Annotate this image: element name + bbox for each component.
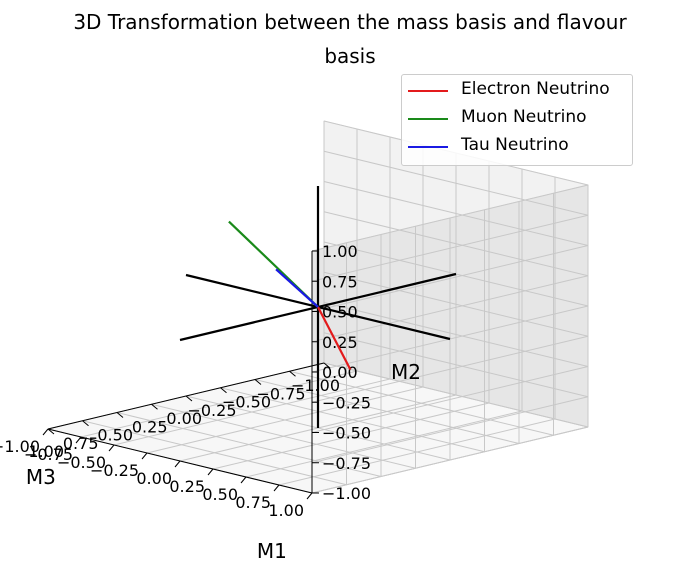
tick-label-m3-1: −0.75 [256, 384, 305, 403]
tick-m3-3 [220, 387, 227, 394]
series-lines [228, 220, 352, 371]
grid-line-left-z-6 [323, 181, 589, 246]
tick-label-m1-7: 0.75 [235, 493, 271, 512]
tick-label-m1-1: −0.75 [24, 445, 73, 464]
legend-entry-muon: Muon Neutrino [402, 105, 632, 133]
tick-m1-0 [42, 428, 49, 436]
axis-labels: M1 M3 M2 [26, 360, 421, 563]
tick-label-m1-5: 0.25 [169, 477, 205, 496]
grid-line-floor-x-6 [245, 410, 523, 478]
tick-label-m2-4: 0.00 [322, 363, 358, 382]
legend-swatch-tau [408, 146, 448, 148]
tick-m3-5 [151, 403, 158, 410]
tick-m1-5 [207, 468, 214, 476]
legend-entry-electron: Electron Neutrino [402, 77, 632, 105]
grid-line-right-z-7 [311, 214, 589, 282]
legend: Electron Neutrino Muon Neutrino Tau Neut… [401, 74, 633, 166]
tick-label-m3-7: 0.75 [63, 434, 99, 453]
grid-line-right-z-6 [311, 245, 589, 312]
grid-line-floor-x-5 [212, 402, 490, 470]
tick-label-m1-3: −0.25 [90, 461, 139, 480]
tick-label-m3-0: −1.00 [291, 376, 340, 395]
grid-line-floor-x-8 [311, 426, 589, 494]
tick-label-m2-2: −0.50 [322, 424, 371, 443]
tick-m3-6 [116, 412, 124, 418]
grid-line-floor-y-7 [82, 420, 347, 486]
tick-m3-7 [82, 420, 89, 427]
grid-line-left-z-5 [323, 211, 589, 277]
legend-label-muon: Muon Neutrino [461, 107, 587, 127]
grid-line-right-z-8 [311, 184, 589, 252]
tick-m1-8 [306, 492, 313, 500]
tick-label-m2-8: 1.00 [322, 242, 358, 261]
axis-ticks [42, 250, 331, 500]
tick-label-m3-5: 0.25 [132, 417, 168, 436]
legend-swatch-muon [408, 118, 448, 120]
tick-m3-8 [47, 428, 55, 435]
tick-m1-7 [273, 484, 280, 492]
tick-label-m3-4: 0.00 [166, 409, 202, 428]
tick-label-m2-3: −0.25 [322, 393, 371, 412]
tick-label-m1-8: 1.00 [268, 501, 304, 520]
tick-m1-3 [141, 452, 148, 460]
series-line-electron-neutrino [317, 306, 352, 371]
chart-title-line-1: 3D Transformation between the mass basis… [73, 10, 627, 34]
tick-label-m1-6: 0.50 [202, 485, 238, 504]
tick-label-m2-1: −0.75 [322, 454, 371, 473]
grid-line-floor-x-7 [278, 418, 556, 486]
axis-label-m3: M3 [26, 465, 56, 489]
legend-label-tau: Tau Neutrino [461, 135, 569, 155]
tick-m1-4 [174, 460, 181, 468]
grid-line-floor-y-6 [116, 412, 382, 477]
tick-label-m1-2: −0.50 [57, 453, 106, 472]
tick-label-m2-0: −1.00 [322, 484, 371, 503]
tick-m3-1 [289, 370, 296, 377]
tick-label-m1-0: −1.00 [0, 437, 40, 456]
tick-m3-4 [185, 395, 193, 402]
tick-label-m3-6: 0.50 [97, 426, 133, 445]
legend-swatch-electron [408, 90, 448, 92]
tick-m3-2 [254, 379, 262, 385]
tick-label-m3-8: 1.00 [28, 442, 64, 461]
axis-label-m2: M2 [391, 360, 421, 384]
tick-m1-2 [108, 444, 115, 452]
tick-label-m2-7: 0.75 [322, 272, 358, 291]
grid-line-left-z-7 [323, 150, 589, 216]
legend-label-electron: Electron Neutrino [461, 79, 610, 99]
tick-label-m2-5: 0.25 [322, 333, 358, 352]
tick-m1-6 [240, 476, 247, 484]
legend-entry-tau: Tau Neutrino [402, 133, 632, 161]
axis-label-m1: M1 [257, 539, 287, 563]
series-line-tau-neutrino [275, 268, 319, 308]
grid-lines [47, 120, 589, 494]
grid-line-floor-y-5 [151, 403, 416, 469]
chart-title-line-2: basis [324, 44, 376, 68]
tick-m3-0 [323, 362, 331, 369]
tick-label-m3-3: −0.25 [187, 401, 236, 420]
tick-label-m1-4: 0.00 [136, 469, 172, 488]
tick-m1-1 [75, 436, 82, 444]
tick-label-m3-2: −0.50 [222, 393, 271, 412]
grid-line-right-z-5 [311, 275, 589, 343]
